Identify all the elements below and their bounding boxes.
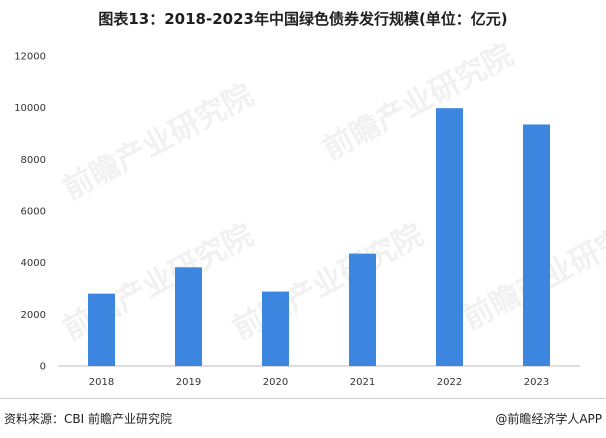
- chart-title: 图表13：2018-2023年中国绿色债券发行规模(单位：亿元): [98, 10, 508, 28]
- x-tick-label: 2023: [524, 377, 549, 388]
- x-tick-label: 2020: [263, 377, 288, 388]
- watermark-text: 前瞻产业研究院: [227, 218, 429, 347]
- y-axis: 0 2000 4000 6000 8000 10000 12000: [14, 52, 46, 373]
- bar-chart: 前瞻产业研究院前瞻产业研究院前瞻产业研究院前瞻产业研究院前瞻产业研究院 0200…: [14, 38, 606, 388]
- source-note: 资料来源：CBI 前瞻产业研究院: [4, 412, 172, 426]
- x-tick-label: 2019: [176, 377, 201, 388]
- x-tick-label: 2018: [89, 377, 114, 388]
- y-tick-label: 12000: [14, 52, 46, 63]
- y-tick-label: 6000: [21, 207, 46, 218]
- bar-2021: [349, 253, 376, 366]
- x-tick-label: 2022: [437, 377, 462, 388]
- bar-2020: [262, 291, 289, 366]
- footer-divider: [0, 398, 606, 399]
- y-tick-label: 10000: [14, 103, 46, 114]
- watermark-text: 前瞻产业研究院: [317, 38, 519, 167]
- x-axis: 2018 2019 2020 2021 2022 2023: [89, 377, 549, 388]
- bar-2022: [436, 108, 463, 366]
- bar-2023: [523, 124, 550, 366]
- bar-2019: [175, 267, 202, 366]
- watermark-text: 前瞻产业研究院: [57, 78, 259, 207]
- y-tick-label: 4000: [21, 258, 46, 269]
- bar-2018: [88, 293, 115, 366]
- y-tick-label: 0: [40, 362, 46, 373]
- brand-credit: @前瞻经济学人APP: [495, 412, 602, 426]
- x-tick-label: 2021: [350, 377, 375, 388]
- watermark-text: 前瞻产业研究院: [57, 218, 259, 347]
- y-tick-label: 8000: [21, 155, 46, 166]
- bars: [88, 108, 550, 366]
- y-tick-label: 2000: [21, 310, 46, 321]
